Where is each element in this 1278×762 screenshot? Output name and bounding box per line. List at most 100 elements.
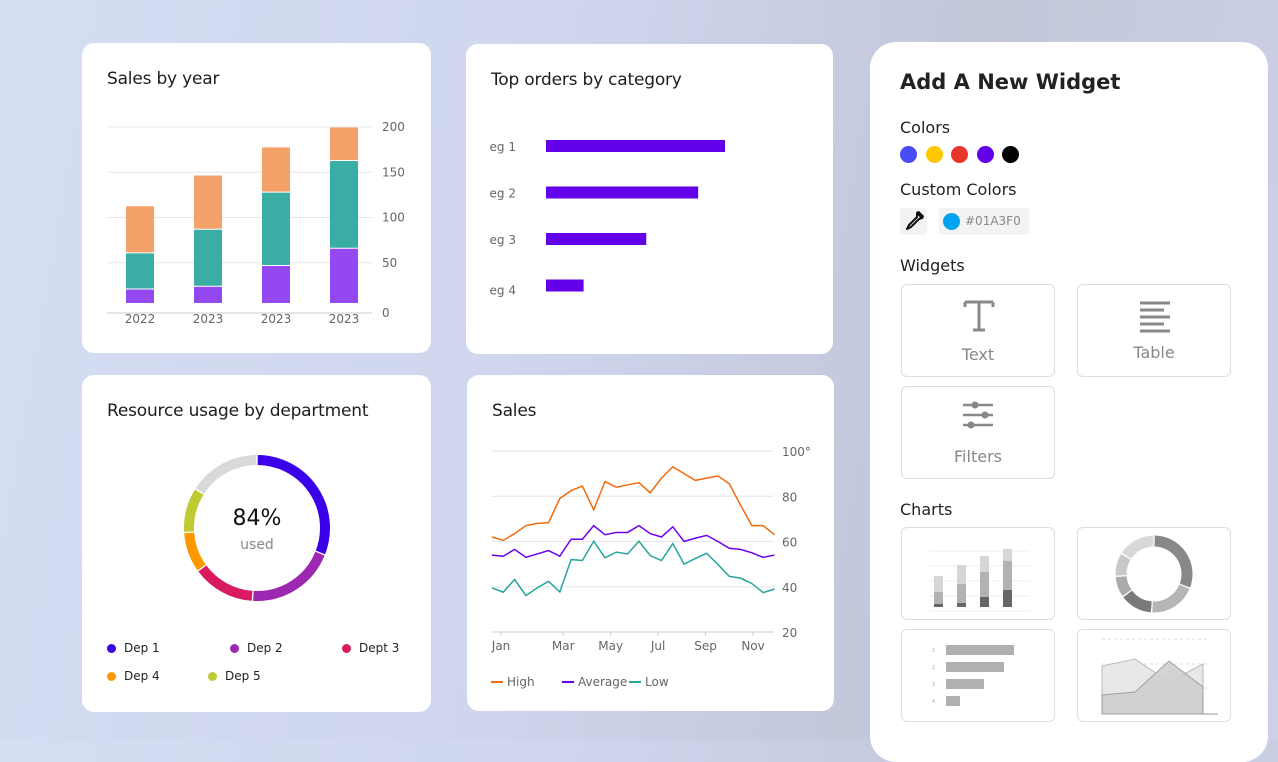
x-tick-label: 2023: [329, 312, 360, 326]
legend-label: Dep 4: [124, 669, 160, 683]
legend-item: Dep 5: [208, 669, 261, 683]
filters-icon: [963, 401, 993, 429]
donut-segment: [257, 455, 330, 555]
series-line-high: [491, 465, 775, 542]
horizontal-bar-chart: eg 1 eg 2 eg 3 eg 4: [490, 140, 725, 298]
legend-label: Average: [578, 675, 627, 689]
bar-segment: [194, 286, 222, 303]
y-tick-label: 100°: [782, 445, 811, 459]
eyedropper-icon: [906, 211, 924, 230]
y-tick-label: 40: [782, 581, 797, 595]
card-title: Sales by year: [107, 69, 220, 89]
chart-thumb-stacked-bar[interactable]: [901, 527, 1055, 620]
chart-thumb-horizontal-bar[interactable]: 1 2 3 4: [901, 629, 1055, 722]
card-title: Top orders by category: [491, 70, 682, 90]
bar-segment: [262, 147, 290, 192]
bar-segment: [330, 161, 358, 248]
color-swatch[interactable]: [900, 146, 917, 163]
area-chart-icon: [1101, 638, 1218, 715]
charts-label: Charts: [900, 500, 953, 519]
y-tick-label: 200: [382, 120, 405, 134]
widget-label: Table: [1133, 343, 1175, 362]
resource-usage-card: Resource usage by department 84% used De…: [82, 375, 431, 712]
y-tick-label: 50: [382, 256, 397, 270]
series-line-average: [491, 524, 775, 559]
x-tick-label: Nov: [741, 639, 764, 653]
panel-title: Add A New Widget: [900, 70, 1121, 94]
legend-label: Low: [645, 675, 669, 689]
bar-segment: [126, 206, 154, 253]
color-swatch[interactable]: [925, 146, 943, 163]
bar-segment: [262, 192, 290, 265]
chart-thumb-donut[interactable]: [1077, 527, 1231, 620]
legend-dot: [107, 643, 116, 653]
x-tick-label: Jul: [650, 639, 665, 653]
legend-label: Dep 1: [124, 641, 160, 655]
legend-label: Dept 3: [359, 641, 400, 655]
custom-color-swatch: [943, 213, 960, 230]
thumb-bar-label: 4: [932, 699, 935, 705]
colors-label: Colors: [900, 118, 951, 137]
thumb-bar-label: 1: [932, 648, 935, 654]
donut-chart: [184, 455, 330, 601]
widget-filters[interactable]: Filters: [901, 386, 1055, 479]
horizontal-bar-chart-icon: 1 2 3 4: [932, 645, 1014, 706]
bar-segment: [194, 175, 222, 229]
donut-thumb-segment: [1152, 584, 1190, 613]
sales-by-year-card: Sales by year 0 50 100 150 200 2022 2023 2023 20…: [82, 43, 431, 353]
donut-segment: [198, 565, 253, 601]
x-tick-label: 2023: [261, 312, 292, 326]
widget-table[interactable]: Table: [1077, 284, 1231, 377]
donut-thumb-segment: [1115, 554, 1131, 576]
x-tick-label: Mar: [552, 639, 575, 653]
y-tick-label: 60: [782, 536, 797, 550]
bar-segment: [194, 229, 222, 286]
y-tick-label: 100: [382, 211, 405, 225]
legend-dot: [208, 671, 217, 681]
legend-item: Dep 2: [230, 641, 283, 655]
bar: [546, 140, 725, 152]
custom-color-field[interactable]: #01A3F0: [939, 208, 1029, 235]
custom-colors-label: Custom Colors: [900, 180, 1017, 199]
legend-item: Dep 4: [107, 669, 160, 683]
category-label: eg 3: [490, 233, 516, 247]
stacked-bar-chart: 0 50 100 150 200 2022 2023 2023 2023: [107, 120, 405, 326]
color-swatch[interactable]: [951, 146, 968, 163]
line-chart: 20 40 60 80 100° Jan Mar May Jul Sep Nov High Averag…: [491, 445, 811, 689]
card-title: Sales: [492, 401, 537, 421]
x-tick-label: 2022: [125, 312, 156, 326]
bar: [546, 279, 584, 292]
donut-segment: [184, 489, 204, 532]
donut-thumb-segment: [1154, 535, 1193, 588]
legend-dot: [342, 643, 351, 653]
text-icon: [963, 300, 995, 332]
bar-segment: [126, 253, 154, 289]
y-tick-label: 20: [782, 626, 797, 640]
eyedropper-button[interactable]: [900, 208, 927, 235]
donut-segment: [253, 551, 325, 601]
card-title: Resource usage by department: [107, 401, 369, 421]
legend-dot: [107, 671, 116, 681]
donut-thumb-segment: [1115, 575, 1132, 597]
x-tick-label: Jan: [491, 639, 511, 653]
table-icon: [1140, 301, 1170, 333]
widgets-label: Widgets: [900, 256, 965, 275]
widget-text[interactable]: Text: [901, 284, 1055, 377]
donut-thumb-segment: [1121, 535, 1154, 560]
color-swatch[interactable]: [976, 146, 994, 163]
add-widget-panel: Add A New Widget Colors Custom Colors #0…: [870, 42, 1268, 762]
donut-center-value: 84%: [232, 506, 282, 531]
category-label: eg 1: [490, 140, 516, 154]
y-tick-label: 150: [382, 165, 405, 179]
bar-segment: [262, 265, 290, 303]
stacked-bar-chart-icon: [929, 549, 1030, 612]
bar-segment: [126, 289, 154, 303]
donut-segment: [195, 455, 257, 494]
color-swatch[interactable]: [1002, 146, 1019, 163]
y-tick-label: 0: [382, 306, 390, 320]
widget-label: Text: [961, 345, 995, 364]
donut-center-label: used: [240, 537, 274, 553]
x-tick-label: Sep: [694, 639, 717, 653]
x-tick-label: May: [598, 639, 623, 653]
chart-thumb-area[interactable]: [1077, 629, 1231, 722]
